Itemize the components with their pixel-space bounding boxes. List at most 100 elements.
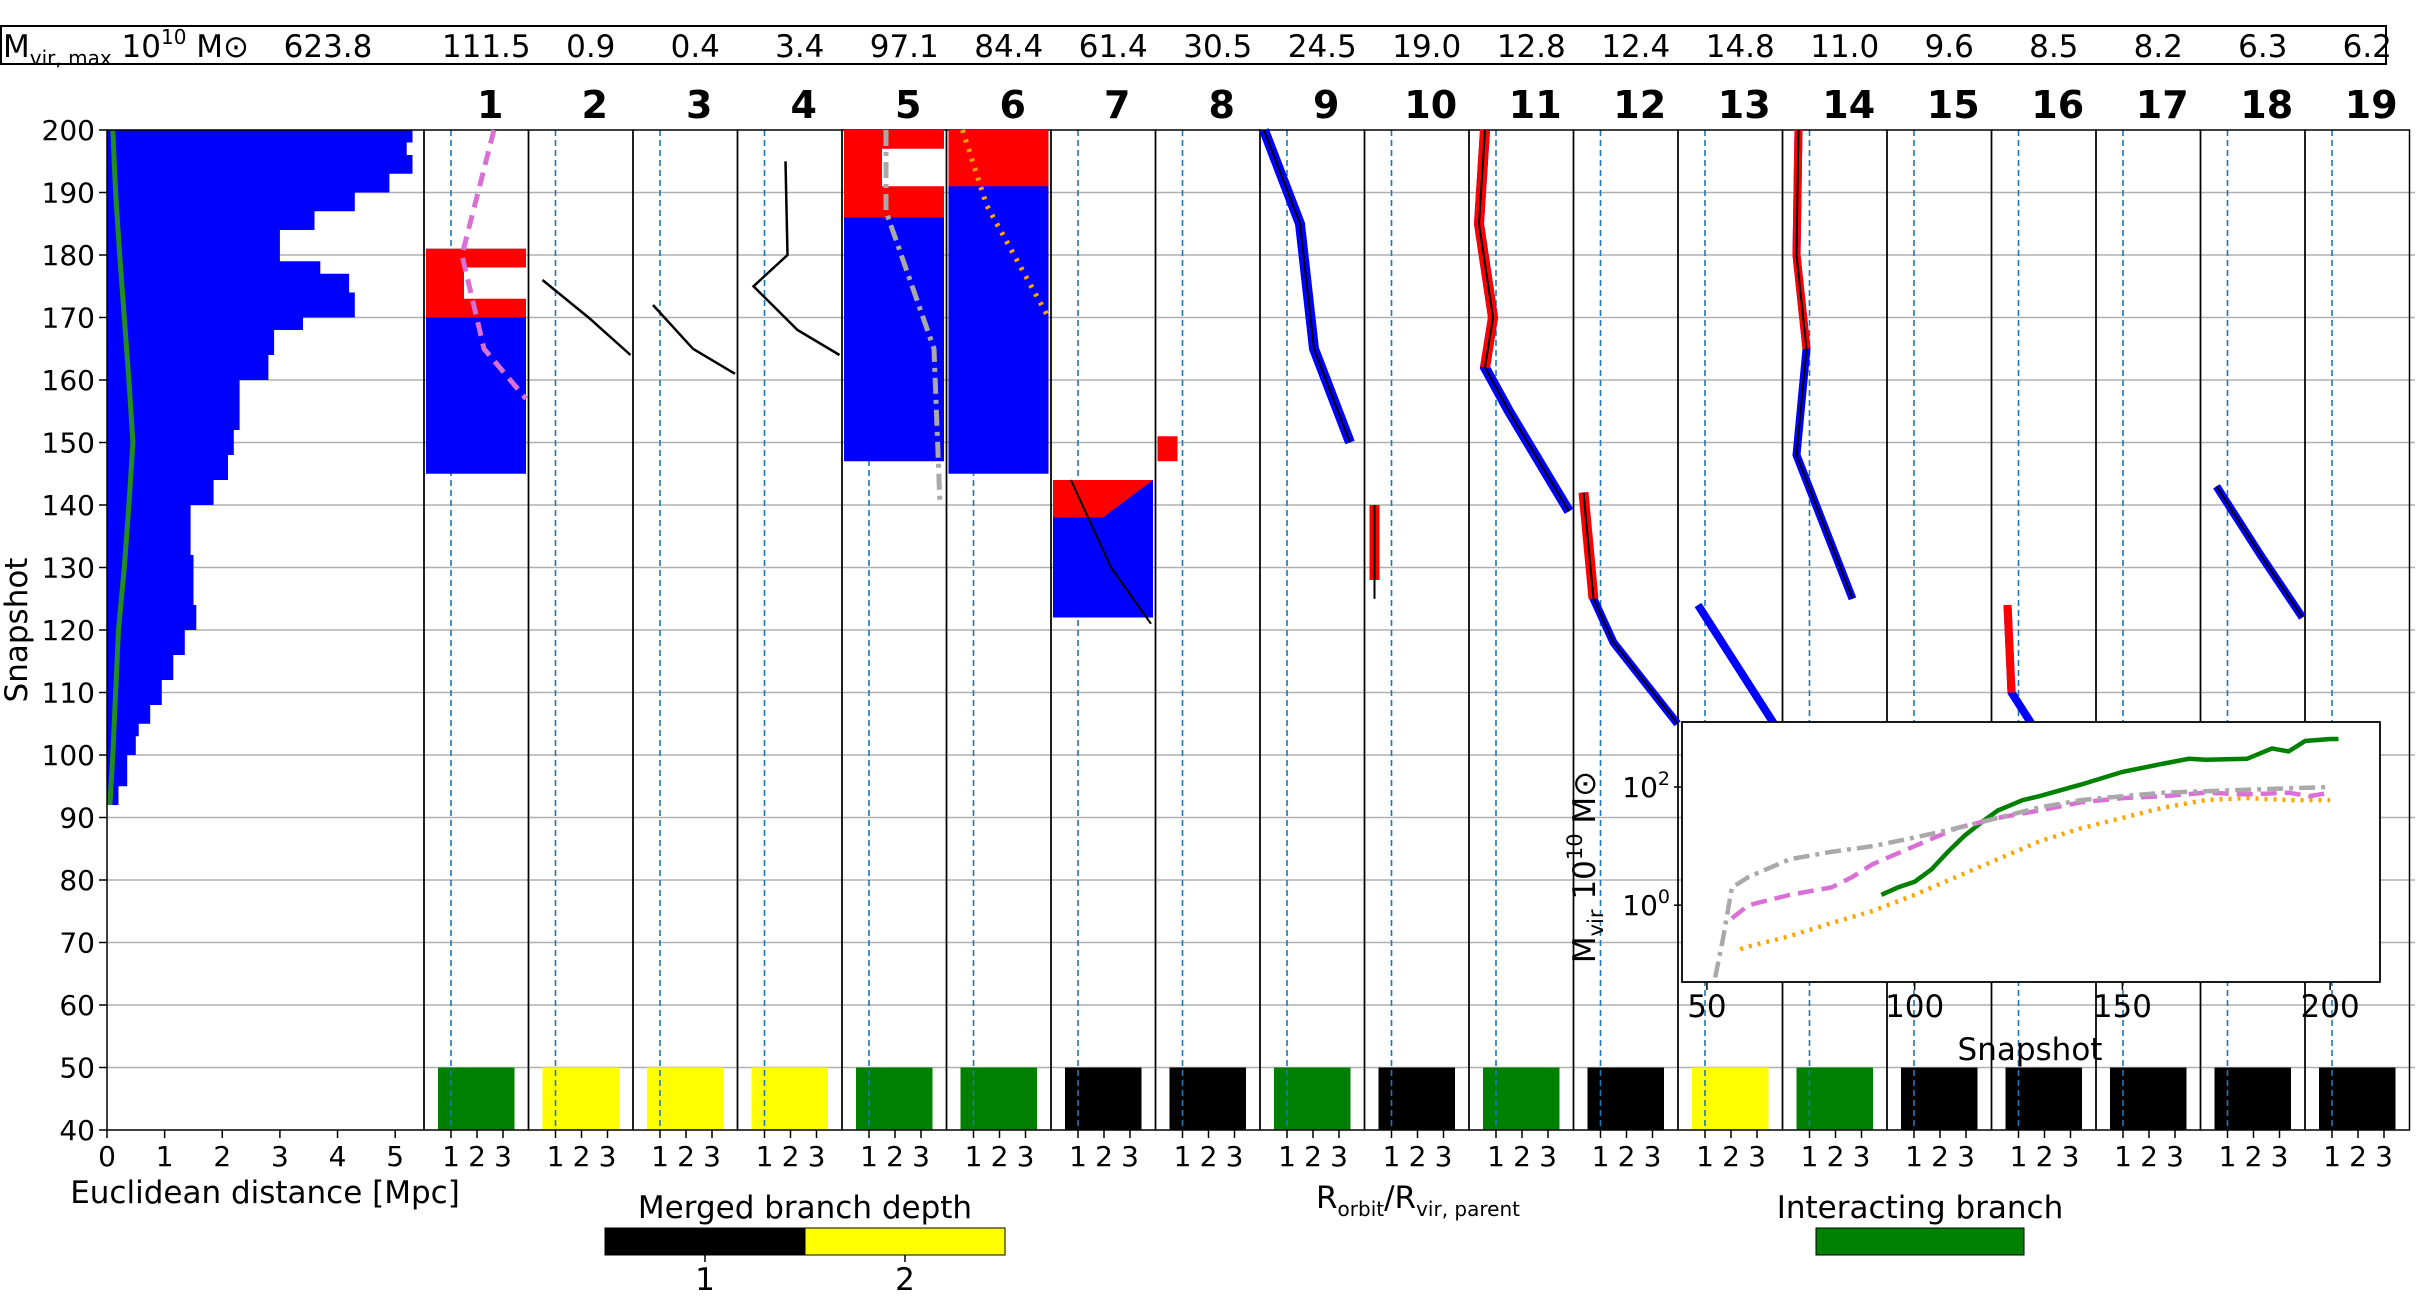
header-value: 623.8	[284, 29, 373, 65]
xlabel-sub2: vir, parent	[1416, 1197, 1520, 1221]
legend-interacting-title: Interacting branch	[1777, 1190, 2064, 1226]
x-tick-label: 2	[1513, 1140, 1531, 1173]
category-bar	[1169, 1067, 1246, 1130]
tick-base: 10	[1622, 889, 1658, 922]
y-tick-label: 110	[42, 677, 95, 710]
ylabel-exp: 10	[1563, 833, 1587, 860]
orbit-trace	[2215, 485, 2304, 619]
y-tick-label: 70	[59, 927, 95, 960]
inset-series-branch-5	[1712, 784, 2331, 978]
header-value: 12.8	[1497, 29, 1566, 65]
x-tick-label: 1	[1069, 1140, 1087, 1173]
subpanel-title: 13	[1718, 83, 1771, 127]
category-bar	[751, 1067, 828, 1130]
header-value: 19.0	[1392, 29, 1461, 65]
legend-depth-title: Merged branch depth	[638, 1190, 972, 1226]
x-tick-label: 1	[2114, 1140, 2132, 1173]
subpanel-title: 2	[582, 83, 608, 127]
x-tick-label: 1	[651, 1140, 669, 1173]
x-tick-label: 3	[1539, 1140, 1557, 1173]
subpanel-title: 9	[1313, 83, 1339, 127]
legend-interacting-swatch	[1815, 1227, 2025, 1256]
subpanel-4: 4 1 2 3	[736, 83, 843, 1173]
header-value: 9.6	[1925, 29, 1974, 65]
x-tick-label: 2	[886, 1140, 904, 1173]
xlabel-sub: orbit	[1338, 1197, 1385, 1221]
inset-x-tick-label: 50	[1687, 989, 1726, 1025]
orbit-trace	[2003, 604, 2016, 693]
orbit-trace	[541, 279, 632, 356]
x-tick-label: 1	[1383, 1140, 1401, 1173]
x-tick-label: 1	[965, 1140, 983, 1173]
category-bar	[1274, 1067, 1351, 1130]
x-tick-label: 0	[98, 1140, 116, 1173]
header-label-sub: vir, max	[30, 46, 112, 70]
x-tick-label: 3	[271, 1140, 289, 1173]
subpanel-9: 9 1 2 3	[1259, 83, 1366, 1173]
y-tick-label: 140	[42, 489, 95, 522]
x-tick-label: 2	[573, 1140, 591, 1173]
header-label-exp: 10	[161, 25, 186, 49]
y-axis-label: Snapshot	[0, 558, 35, 703]
x-tick-label: 1	[1696, 1140, 1714, 1173]
x-tick-label: 2	[1304, 1140, 1322, 1173]
y-tick-label: 130	[42, 552, 95, 585]
subpanel-title: 7	[1104, 83, 1130, 127]
legend-depth-label: 2	[895, 1262, 915, 1298]
orbit-trace	[883, 130, 943, 506]
header-value: 61.4	[1079, 29, 1148, 65]
header-value: 3.4	[775, 29, 824, 65]
x-tick-label: 1	[547, 1140, 565, 1173]
header-label: Mvir, max 1010 M⊙	[3, 25, 249, 70]
x-tick-label: 1	[2010, 1140, 2028, 1173]
x-tick-label: 1	[756, 1140, 774, 1173]
x-tick-label: 3	[2062, 1140, 2080, 1173]
inset-x-tick-label: 200	[2301, 989, 2360, 1025]
x-tick-label: 2	[2245, 1140, 2263, 1173]
x-tick-label: 2	[1827, 1140, 1845, 1173]
category-bar	[2110, 1067, 2187, 1130]
inset-y-tick-label: 102	[1622, 768, 1670, 804]
legend-depth-label: 1	[695, 1262, 715, 1298]
x-tick-label: 2	[1200, 1140, 1218, 1173]
subpanel-1: 11 2 3	[423, 83, 530, 1173]
header-value: 0.9	[566, 29, 615, 65]
y-tick-label: 200	[42, 114, 95, 147]
x-tick-label: 3	[2271, 1140, 2289, 1173]
header-label-unit: 10	[112, 29, 161, 65]
inset-series-main	[1880, 736, 2339, 897]
header-value: 6.2	[2343, 29, 2392, 65]
subpanel-12: 121 2 3	[1572, 83, 1679, 1173]
category-bar	[1901, 1067, 1978, 1130]
x-tick-label: 3	[1644, 1140, 1662, 1173]
subpanel-7: 7 1 2 3	[1050, 83, 1157, 1173]
subpanel-title: 19	[2345, 83, 2398, 127]
y-tick-label: 120	[42, 614, 95, 647]
subpanel-title: 10	[1404, 83, 1457, 127]
x-tick-label: 2	[677, 1140, 695, 1173]
header-value: 8.5	[2029, 29, 2078, 65]
x-tick-label: 3	[1748, 1140, 1766, 1173]
subpanel-13: 13 1 2 3	[1677, 83, 1784, 1173]
x-tick-label: 1	[1592, 1140, 1610, 1173]
category-bar	[647, 1067, 724, 1130]
subpanel-10: 10 1 2 3	[1363, 83, 1470, 1173]
x-tick-label: 3	[599, 1140, 617, 1173]
ylabel-main: M	[1567, 936, 1603, 963]
subpanel-title: 18	[2240, 83, 2293, 127]
header-value: 97.1	[870, 29, 939, 65]
x-tick-label: 1	[1487, 1140, 1505, 1173]
x-tick-label: 1	[1801, 1140, 1819, 1173]
x-tick-label: 3	[2375, 1140, 2393, 1173]
x-tick-label: 3	[1853, 1140, 1871, 1173]
x-tick-label: 3	[1330, 1140, 1348, 1173]
header-value: 30.5	[1183, 29, 1252, 65]
category-bar	[2319, 1067, 2396, 1130]
legend-depth-swatch	[804, 1227, 1006, 1256]
y-tick-label: 60	[59, 989, 95, 1022]
x-tick-label: 2	[1931, 1140, 1949, 1173]
category-bar	[1692, 1067, 1769, 1130]
x-tick-label: 1	[156, 1140, 174, 1173]
x-tick-label: 3	[1957, 1140, 1975, 1173]
